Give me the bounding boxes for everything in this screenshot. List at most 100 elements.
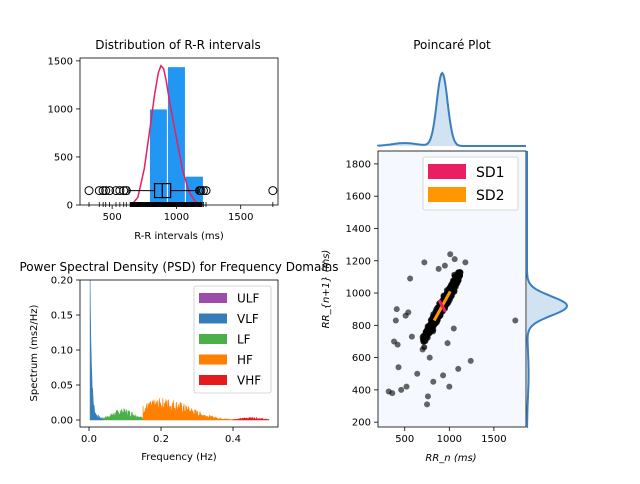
- histogram-title: Distribution of R-R intervals: [95, 38, 261, 52]
- poincare-sd1-line: [437, 299, 447, 313]
- poincare-point: [457, 272, 464, 279]
- poincare-point: [419, 346, 426, 353]
- histogram-panel: Distribution of R-R intervals 500 1000 150…: [48, 38, 279, 242]
- poincare-point: [421, 259, 428, 266]
- poincare-point: [414, 370, 421, 377]
- poincare-point: [405, 309, 412, 316]
- poincare-axes-frame: [377, 150, 527, 428]
- poincare-y-tick-label: 800: [352, 321, 371, 332]
- poincare-legend-label-sd1: SD1: [476, 165, 505, 181]
- poincare-point: [426, 354, 433, 361]
- psd-legend-swatch-lf: [199, 334, 227, 344]
- psd-y-tick-label: 0.15: [51, 311, 73, 322]
- psd-axes-frame: [79, 279, 279, 428]
- histogram-boxplot: [84, 182, 278, 199]
- poincare-point: [430, 378, 437, 385]
- histogram-y-tick-label: 0: [67, 201, 73, 212]
- poincare-point: [446, 383, 453, 390]
- psd-y-label: Spectrum (ms2/Hz): [29, 304, 40, 401]
- poincare-y-tick-label: 1800: [346, 159, 371, 170]
- boxplot-outlier: [198, 186, 208, 196]
- histogram-x-ticks: 500 1000 1500: [103, 205, 253, 223]
- psd-y-tick-label: 0.10: [51, 346, 73, 357]
- poincare-point: [403, 383, 410, 390]
- boxplot-outlier: [94, 186, 104, 196]
- poincare-top-density-line: [377, 71, 526, 147]
- psd-legend-swatch-ulf: [199, 293, 227, 303]
- poincare-right-density-fill: [527, 151, 567, 427]
- histogram-y-ticks: 0 500 1000 1500: [48, 56, 80, 212]
- poincare-x-label: RR_n (ms): [425, 453, 476, 464]
- poincare-point: [408, 333, 415, 340]
- poincare-y-tick-label: 1200: [346, 256, 371, 267]
- psd-area-hf: [142, 398, 234, 421]
- poincare-point: [455, 365, 462, 372]
- boxplot-outlier: [121, 186, 131, 196]
- poincare-point: [389, 390, 396, 397]
- psd-area-lf: [103, 408, 144, 421]
- poincare-legend-swatch-sd1: [428, 164, 466, 179]
- poincare-top-marginal-density: [377, 71, 526, 147]
- poincare-point: [467, 357, 474, 364]
- poincare-y-tick-label: 200: [352, 418, 371, 429]
- poincare-point: [395, 364, 402, 371]
- psd-title: Power Spectral Density (PSD) for Frequen…: [19, 260, 338, 274]
- psd-legend-label-vhf: VHF: [237, 374, 261, 388]
- poincare-point: [435, 265, 442, 272]
- poincare-point: [426, 325, 433, 332]
- psd-legend-label-lf: LF: [237, 333, 251, 347]
- psd-x-tick-label: 0.2: [153, 434, 169, 445]
- poincare-right-density-line: [526, 151, 569, 428]
- poincare-point: [451, 281, 458, 288]
- boxplot-outlier: [101, 186, 111, 196]
- poincare-point: [407, 275, 414, 282]
- poincare-y-tick-label: 1400: [346, 224, 371, 235]
- poincare-point: [451, 256, 458, 263]
- poincare-point: [440, 372, 447, 379]
- psd-legend-swatch-vlf: [199, 313, 227, 324]
- histogram-y-tick-label: 1000: [48, 104, 73, 115]
- poincare-x-ticks: 500 1000 1500: [395, 427, 507, 445]
- psd-x-tick-label: 0.4: [225, 434, 241, 445]
- poincare-y-tick-label: 1000: [346, 289, 371, 300]
- poincare-panel: Poincaré Plot 500 1000 1500 200 400 600 800 10…: [321, 38, 569, 464]
- psd-area-vhf: [232, 416, 270, 421]
- histogram-rug: [88, 202, 274, 207]
- histogram-x-tick-label: 500: [103, 212, 122, 223]
- psd-y-tick-label: 0.05: [51, 381, 73, 392]
- boxplot-outlier: [105, 186, 115, 196]
- histogram-density-curve: [130, 64, 203, 206]
- poincare-point: [512, 317, 519, 324]
- poincare-y-tick-label: 1600: [346, 192, 371, 203]
- poincare-legend-label-sd2: SD2: [476, 188, 505, 204]
- poincare-right-marginal-density: [526, 151, 569, 428]
- psd-legend-swatch-hf: [199, 354, 227, 365]
- poincare-title: Poincaré Plot: [413, 38, 491, 52]
- poincare-point: [462, 259, 469, 266]
- histogram-axes-frame: [79, 57, 279, 206]
- poincare-point: [441, 262, 448, 269]
- poincare-x-tick-label: 500: [395, 434, 414, 445]
- poincare-x-tick-label: 1500: [481, 434, 506, 445]
- boxplot-outlier: [98, 186, 108, 196]
- poincare-y-label: RR_{n+1} (ms): [321, 250, 332, 329]
- psd-legend-swatch-vhf: [199, 375, 227, 385]
- poincare-x-tick-label: 1000: [437, 434, 462, 445]
- poincare-sd-lines: [432, 290, 452, 322]
- psd-panel: Power Spectral Density (PSD) for Frequen…: [19, 260, 338, 463]
- psd-x-tick-label: 0.0: [81, 434, 97, 445]
- poincare-point: [424, 393, 431, 400]
- poincare-point: [394, 341, 401, 348]
- histogram-x-tick-label: 1000: [164, 212, 189, 223]
- poincare-y-ticks: 200 400 600 800 1000 1200 1400 1600 1800: [346, 159, 378, 429]
- psd-legend-label-vlf: VLF: [237, 312, 259, 326]
- boxplot-outlier: [201, 186, 211, 196]
- boxplot-outlier: [119, 186, 129, 196]
- psd-x-ticks: 0.0 0.2 0.4: [81, 427, 241, 445]
- histogram-x-label: R-R intervals (ms): [134, 231, 224, 242]
- poincare-point: [424, 401, 431, 408]
- boxplot-outlier: [268, 186, 278, 196]
- psd-y-tick-label: 0.20: [51, 276, 73, 287]
- poincare-y-tick-label: 400: [352, 385, 371, 396]
